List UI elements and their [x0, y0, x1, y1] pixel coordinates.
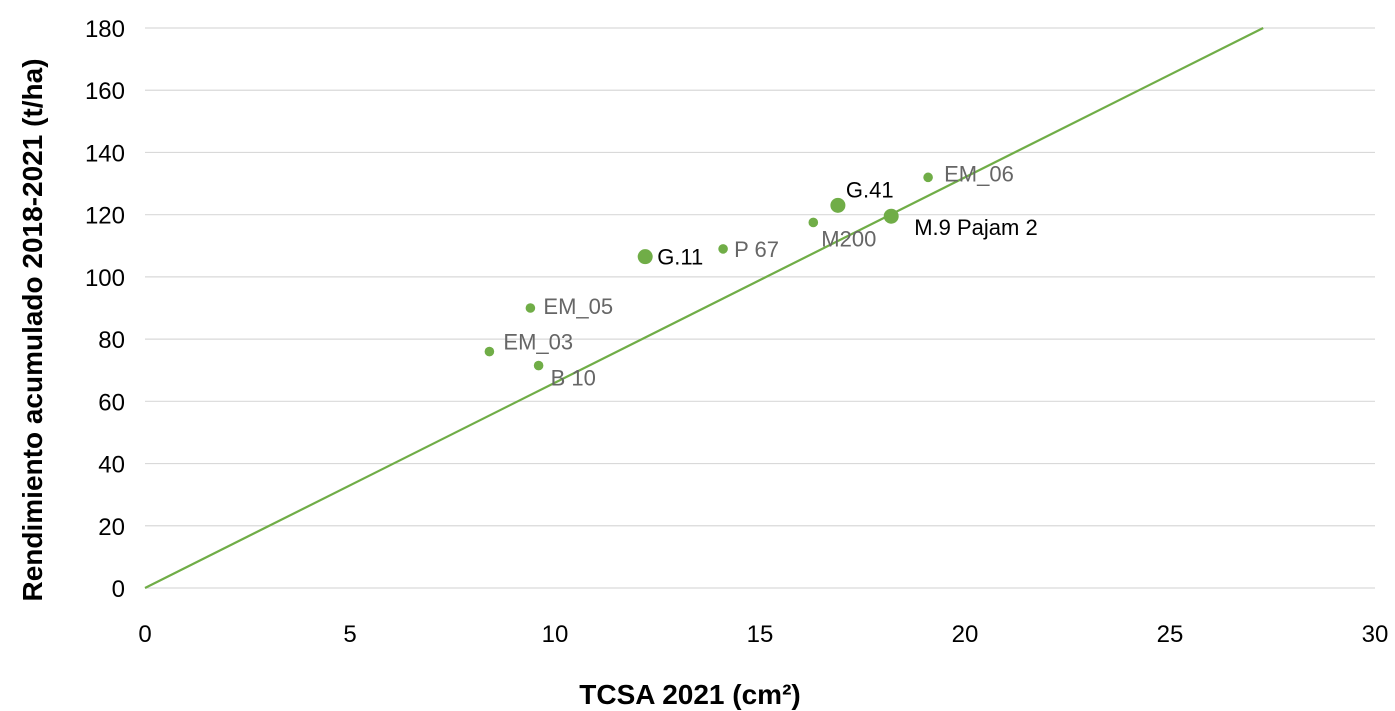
- data-labels: EM_03 B 10 EM_05 G.11 P 67 M200 G.41 M.9 Pajam …: [503, 161, 1037, 390]
- data-point: [923, 172, 933, 183]
- y-tick-label: 40: [98, 452, 125, 479]
- data-label: EM_03: [503, 330, 573, 355]
- y-tick-label: 140: [85, 140, 125, 167]
- data-point: [718, 244, 728, 254]
- y-tick-label: 160: [85, 78, 125, 105]
- data-point: [830, 197, 846, 213]
- y-tick-label: 0: [112, 576, 125, 603]
- data-points: [484, 172, 933, 371]
- data-label: M200: [821, 226, 876, 251]
- data-label: EM_06: [944, 161, 1014, 186]
- data-point: [533, 360, 544, 371]
- y-axis-ticks: 0 20 40 60 80 100 120 140 160 180: [85, 16, 125, 603]
- data-label: EM_05: [543, 294, 613, 319]
- x-axis-ticks: 0 5 10 15 20 25 30: [138, 621, 1388, 648]
- x-tick-label: 0: [138, 621, 151, 648]
- data-point: [883, 208, 899, 224]
- x-tick-label: 25: [1157, 621, 1184, 648]
- data-label: B 10: [551, 366, 596, 391]
- data-point: [484, 346, 495, 357]
- y-tick-label: 80: [98, 327, 125, 354]
- data-label: P 67: [734, 237, 779, 262]
- x-axis-title: TCSA 2021 (cm²): [579, 679, 800, 710]
- y-tick-label: 180: [85, 16, 125, 43]
- data-point: [525, 303, 536, 313]
- y-axis-title: Rendimiento acumulado 2018-2021 (t/ha): [17, 58, 48, 601]
- data-label: G.41: [846, 177, 894, 202]
- data-label: M.9 Pajam 2: [914, 215, 1037, 240]
- data-label: G.11: [657, 245, 703, 270]
- y-tick-label: 20: [98, 514, 125, 541]
- trendline: [144, 27, 1264, 589]
- x-tick-label: 15: [747, 621, 774, 648]
- x-tick-label: 20: [952, 621, 979, 648]
- trendline-group: [144, 27, 1264, 589]
- data-point: [808, 217, 819, 228]
- data-point: [637, 249, 653, 265]
- x-tick-label: 30: [1362, 621, 1389, 648]
- x-tick-label: 5: [343, 621, 356, 648]
- y-tick-label: 100: [85, 265, 125, 292]
- gridlines: [145, 27, 1375, 589]
- x-tick-label: 10: [542, 621, 569, 648]
- y-tick-label: 60: [98, 389, 125, 416]
- y-tick-label: 120: [85, 203, 125, 230]
